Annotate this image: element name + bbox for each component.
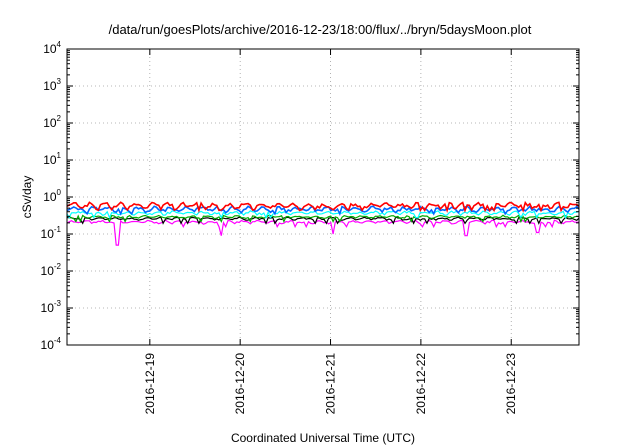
y-tick-label: 101 — [43, 151, 61, 167]
y-tick-label: 100 — [43, 188, 61, 204]
y-tick-label: 10-1 — [41, 225, 62, 241]
series-layer — [66, 200, 580, 246]
x-tick-label: 2016-12-20 — [233, 353, 247, 415]
x-tick-label: 2016-12-21 — [324, 353, 338, 415]
series-line — [66, 210, 580, 220]
series-line — [66, 219, 580, 246]
series-line — [66, 216, 580, 225]
y-tick-label: 10-2 — [41, 262, 62, 278]
x-axis-label: Coordinated Universal Time (UTC) — [231, 431, 415, 445]
series-line — [66, 200, 580, 214]
y-tick-label: 104 — [43, 40, 61, 56]
y-tick-label: 10-4 — [41, 336, 62, 352]
x-tick-label: 2016-12-23 — [504, 353, 518, 415]
grid — [67, 49, 579, 345]
y-tick-label: 102 — [43, 114, 61, 130]
y-tick-label: 10-3 — [41, 299, 62, 315]
chart-title: /data/run/goesPlots/archive/2016-12-23/1… — [109, 22, 532, 37]
y-axis-label: cSv/day — [20, 176, 34, 219]
y-axis: 10-4 10-3 10-2 10-1 100 101 102 103 104 — [41, 40, 579, 352]
x-tick-label: 2016-12-19 — [143, 353, 157, 415]
x-tick-label: 2016-12-22 — [414, 353, 428, 415]
y-tick-label: 103 — [43, 77, 61, 93]
x-axis: 2016-12-19 2016-12-20 2016-12-21 2016-12-22… — [143, 49, 518, 414]
series-line — [66, 214, 580, 224]
